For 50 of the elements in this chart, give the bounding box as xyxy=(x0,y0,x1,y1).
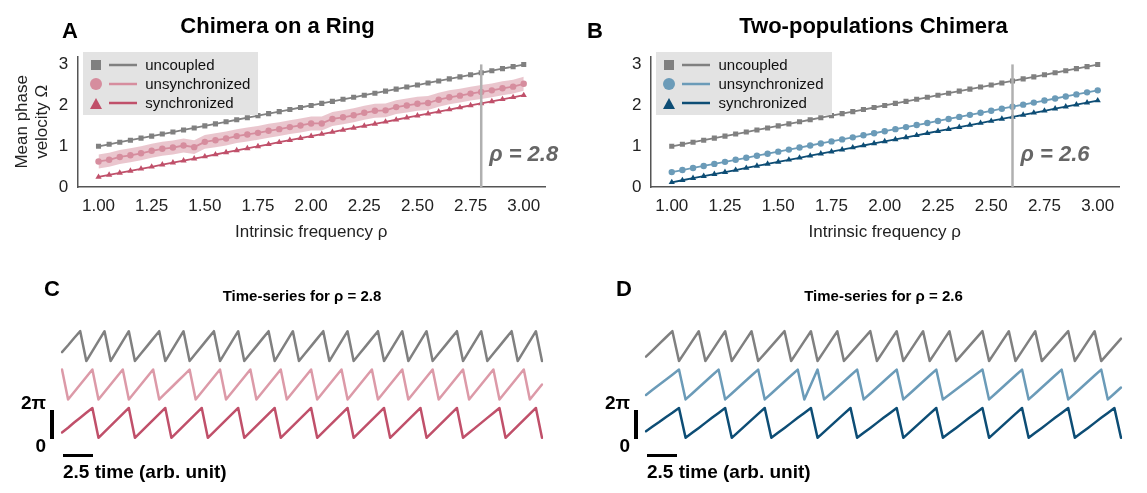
y-tick-label: 2 xyxy=(58,95,69,115)
x-tick-label: 2.25 xyxy=(347,196,381,216)
chart-title: Chimera on a Ring xyxy=(180,13,375,39)
x-tick-label: 2.50 xyxy=(974,196,1008,216)
x-tick-label: 3.00 xyxy=(507,196,541,216)
y-tick-label: 3 xyxy=(631,54,642,74)
x-tick-label: 1.75 xyxy=(241,196,275,216)
text: D xyxy=(616,276,632,302)
text: 0 xyxy=(35,435,46,457)
y-tick-label: 3 xyxy=(58,54,69,74)
y-tick-label: 1 xyxy=(58,136,69,156)
x-tick-label: 1.25 xyxy=(135,196,169,216)
legend-label: unsynchronized xyxy=(145,74,251,94)
x-tick-label: 2.75 xyxy=(454,196,488,216)
text: 2.5 time (arb. unit) xyxy=(63,461,227,483)
y-axis-title: Mean phase velocity Ω xyxy=(11,75,52,169)
x-axis-title: Intrinsic frequency ρ xyxy=(808,222,961,242)
x-tick-label: 2.00 xyxy=(294,196,328,216)
x-tick-label: 1.00 xyxy=(81,196,116,216)
ref-line-label: ρ = 2.6 xyxy=(1019,140,1091,166)
y-tick-label: 0 xyxy=(58,176,69,196)
text: A xyxy=(62,18,78,44)
x-tick-label: 2.25 xyxy=(921,196,955,216)
ref-line-label: ρ = 2.8 xyxy=(488,140,559,166)
y-tick-label: 0 xyxy=(631,176,642,196)
text: 2π xyxy=(604,392,630,415)
x-tick-label: 2.75 xyxy=(1027,196,1062,216)
x-axis-title: Intrinsic frequency ρ xyxy=(234,222,388,242)
chart-title: Time-series for ρ = 2.6 xyxy=(804,287,963,305)
legend-label: synchronized xyxy=(718,93,807,113)
y-tick-label: 2 xyxy=(631,95,642,115)
legend-label: uncoupled xyxy=(145,55,215,75)
legend-label: synchronized xyxy=(145,93,234,113)
chart-title: Two-populations Chimera xyxy=(739,13,1009,39)
x-tick-label: 3.00 xyxy=(1081,196,1115,216)
text: 2.5 time (arb. unit) xyxy=(647,461,811,483)
y-tick-label: 1 xyxy=(631,136,642,156)
text: 2π xyxy=(20,392,46,415)
chart-title: Time-series for ρ = 2.8 xyxy=(222,287,382,305)
legend-label: uncoupled xyxy=(718,55,788,75)
x-tick-label: 1.75 xyxy=(814,196,849,216)
x-tick-label: 1.25 xyxy=(708,196,742,216)
text: B xyxy=(587,18,603,44)
x-tick-label: 1.50 xyxy=(188,196,222,216)
x-tick-label: 2.50 xyxy=(400,196,434,216)
x-tick-label: 2.00 xyxy=(868,196,902,216)
x-tick-label: 1.00 xyxy=(655,196,689,216)
x-tick-label: 1.50 xyxy=(761,196,795,216)
text: C xyxy=(44,276,60,302)
legend-label: unsynchronized xyxy=(718,74,824,94)
